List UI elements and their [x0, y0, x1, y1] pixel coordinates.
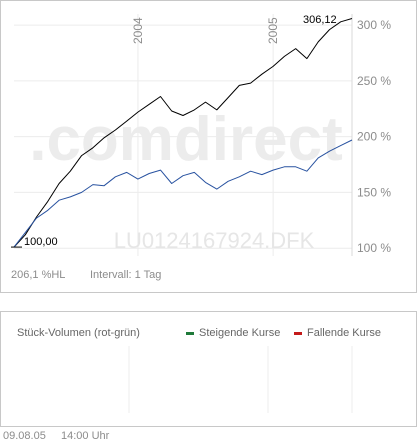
- chart-grid: [14, 14, 353, 256]
- fund-code-watermark: LU0124167924.DFK: [114, 228, 315, 253]
- volume-title: Stück-Volumen (rot-grün): [17, 327, 140, 339]
- timestamp-time: 14:00 Uhr: [61, 430, 110, 442]
- series-line-2: [13, 139, 353, 248]
- rising-swatch: [186, 331, 194, 335]
- y-tick-label: 150 %: [357, 185, 391, 199]
- price-chart-panel: [0, 0, 417, 293]
- legend-rising: Steigende Kurse: [186, 327, 280, 339]
- volume-grid: [128, 346, 353, 413]
- y-tick-label: 250 %: [357, 74, 391, 88]
- legend-falling: Fallende Kurse: [294, 327, 381, 339]
- interval-label: Intervall: 1 Tag: [90, 269, 162, 281]
- falling-swatch: [294, 331, 302, 335]
- axis-labels: 100 % 150 % 200 % 250 % 300 % 2004 2005: [11, 17, 391, 255]
- start-value-label: 100,00: [24, 236, 58, 248]
- x-tick-label: 2004: [131, 17, 145, 44]
- end-value-label: 306,12: [303, 14, 337, 26]
- price-chart: .comdirect LU0124167924.DFK 100 % 150 % 20…: [11, 14, 391, 256]
- x-tick-label: 2005: [266, 17, 280, 44]
- y-tick-label: 300 %: [357, 18, 391, 32]
- series-lines: [13, 18, 353, 248]
- comdirect-watermark: .comdirect: [29, 105, 343, 174]
- timestamp-date: 09.08.05: [3, 430, 46, 442]
- y-tick-label: 200 %: [357, 130, 391, 144]
- y-tick-label: 100 %: [357, 241, 391, 255]
- performance-label: 206,1 %HL: [11, 269, 66, 281]
- legend-rising-label: Steigende Kurse: [199, 327, 281, 339]
- legend-falling-label: Fallende Kurse: [307, 327, 381, 339]
- volume-chart-panel: [0, 311, 417, 427]
- series-line-1: [13, 18, 353, 248]
